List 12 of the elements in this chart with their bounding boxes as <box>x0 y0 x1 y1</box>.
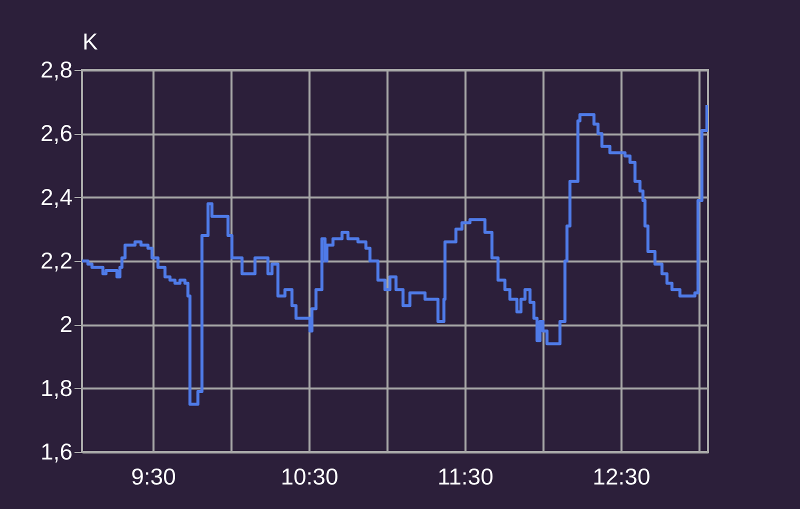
y-tick-label: 2 <box>60 311 72 338</box>
y-tick-label: 1,6 <box>40 438 72 464</box>
y-tick-label: 2,8 <box>40 56 72 82</box>
y-tick-label: 2,2 <box>40 248 72 274</box>
y-tick-label: 2,4 <box>40 184 73 210</box>
y-tick-label: 2,6 <box>40 120 72 146</box>
x-tick-label: 11:30 <box>438 464 494 490</box>
x-tick-label: 10:30 <box>280 464 338 490</box>
y-axis-title: K <box>82 28 98 54</box>
x-tick-label: 9:30 <box>131 464 176 490</box>
y-tick-label: 1,8 <box>40 374 72 401</box>
x-tick-label: 12:30 <box>592 464 650 490</box>
